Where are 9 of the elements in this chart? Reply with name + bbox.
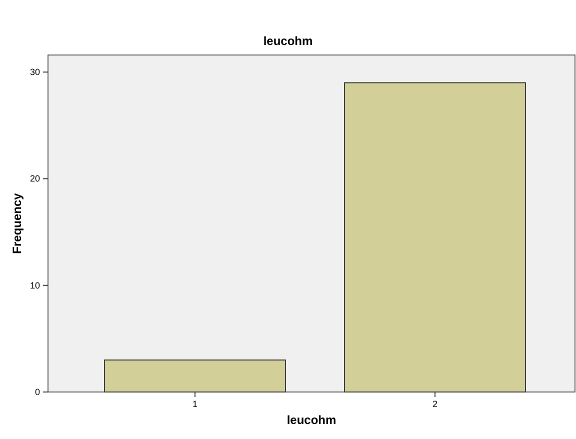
chart-title: leucohm [263,34,313,48]
y-tick-label: 20 [30,174,40,184]
x-tick-label: 2 [432,399,438,409]
x-tick-label: 1 [192,399,198,409]
y-tick-label: 0 [34,387,40,397]
x-axis-title: leucohm [286,413,336,427]
y-axis-title: Frequency [10,192,24,254]
y-tick-label: 30 [30,67,40,78]
y-tick-label: 10 [30,280,40,290]
